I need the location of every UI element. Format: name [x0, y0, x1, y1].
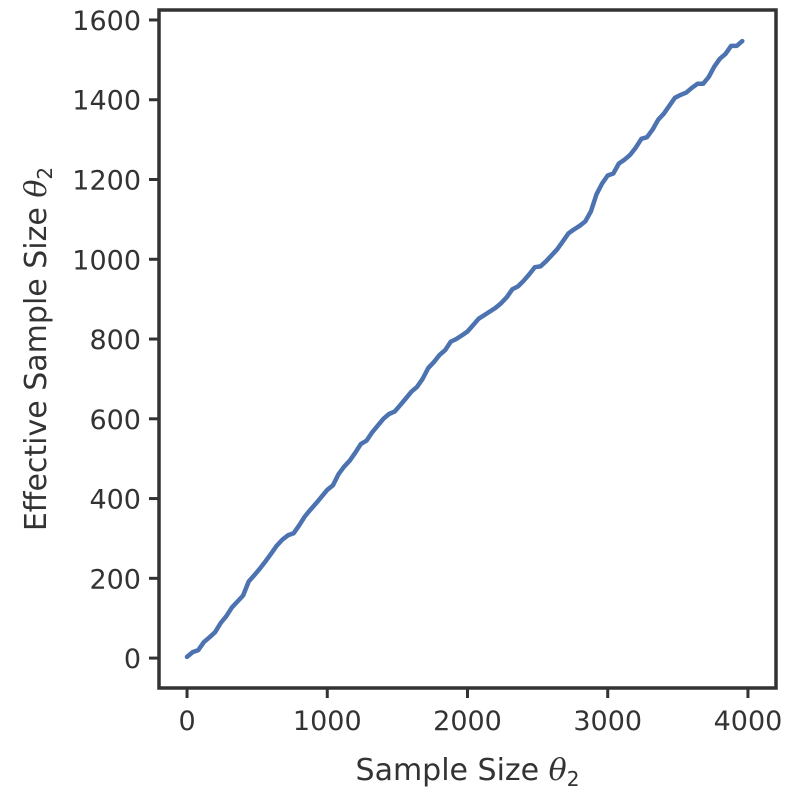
- plot-frame: [157, 8, 778, 690]
- x-tick-label: 4000: [714, 706, 783, 737]
- x-axis-title: Sample Size θ2: [356, 753, 580, 791]
- y-axis-title-symbol: θ: [19, 180, 54, 198]
- y-tick-label: 0: [124, 644, 141, 675]
- x-tick-label: 2000: [433, 706, 502, 737]
- ticks-layer: 0 1000 2000 3000 4000 0 200 400 600 800 1000 1200 14…: [72, 6, 782, 737]
- x-axis-title-symbol: θ: [549, 753, 567, 788]
- y-tick-label: 400: [89, 485, 141, 516]
- x-tick-label: 0: [178, 706, 195, 737]
- y-tick-label: 1000: [72, 245, 141, 276]
- x-axis-title-text: Sample Size: [356, 753, 549, 788]
- y-axis-title: Effective Sample Size θ2: [19, 167, 57, 531]
- y-axis-title-text: Effective Sample Size: [19, 198, 54, 532]
- x-tick-label: 1000: [293, 706, 362, 737]
- y-tick-label: 1400: [72, 86, 141, 117]
- y-tick-label: 1600: [72, 6, 141, 37]
- y-tick-label: 600: [89, 405, 141, 436]
- y-tick-label: 800: [89, 325, 141, 356]
- x-tick-label: 3000: [573, 706, 642, 737]
- series-line: [184, 38, 745, 660]
- y-axis-title-subscript: 2: [33, 167, 57, 180]
- x-axis-title-subscript: 2: [567, 767, 580, 791]
- y-tick-label: 200: [89, 564, 141, 595]
- y-tick-label: 1200: [72, 166, 141, 197]
